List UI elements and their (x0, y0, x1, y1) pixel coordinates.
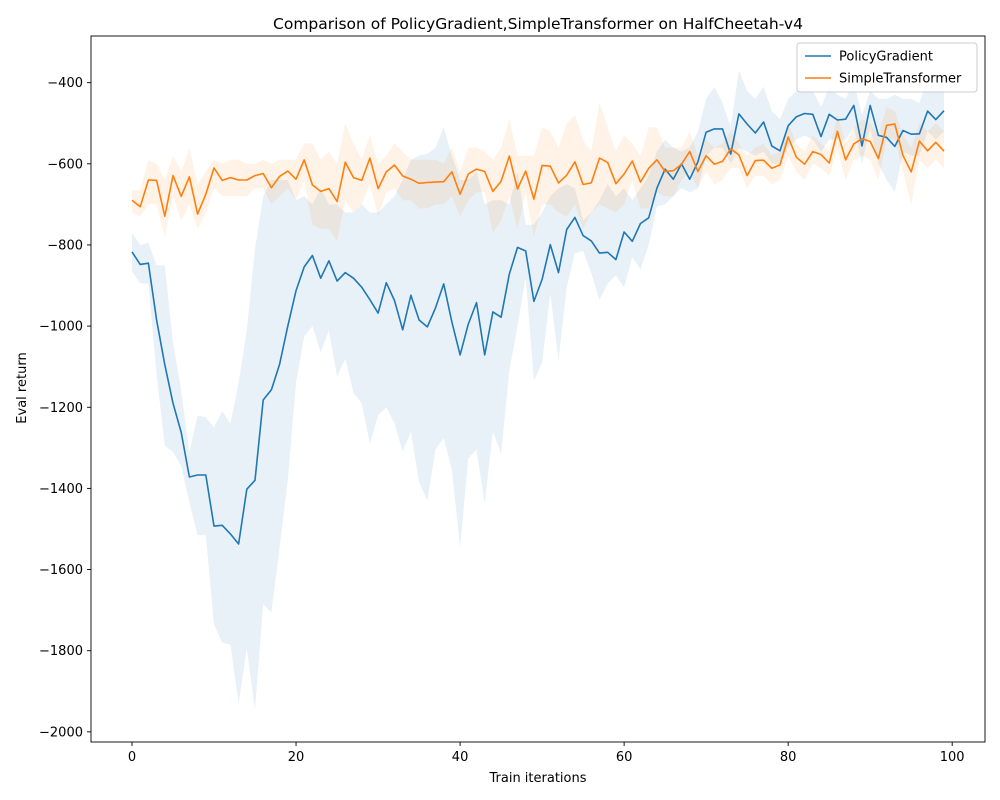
x-tick-label: 0 (128, 750, 136, 765)
axes: 0 20 40 60 80 100 −2000 −1800 −1600 −1400 −1200 −10… (39, 35, 986, 765)
x-axis-label: Train iterations (488, 771, 586, 786)
legend-label-0: PolicyGradient (839, 50, 933, 65)
y-tick-label: −1800 (39, 644, 83, 659)
confidence-bands (132, 70, 944, 710)
x-tick-label: 60 (616, 750, 633, 765)
x-tick-label: 100 (940, 750, 965, 765)
y-tick-label: −600 (47, 157, 83, 172)
y-axis-label: Eval return (15, 352, 30, 423)
chart-title: Comparison of PolicyGradient,SimpleTrans… (273, 15, 803, 33)
y-tick-label: −1600 (39, 563, 83, 578)
line-series-1 (131, 123, 945, 217)
plot-frame (90, 35, 986, 743)
band-series-1 (132, 102, 944, 241)
y-tick-label: −800 (47, 238, 83, 253)
y-tick-label: −1400 (39, 482, 83, 497)
band-series-0 (132, 70, 944, 710)
x-tick-label: 20 (288, 750, 305, 765)
y-tick-label: −400 (47, 76, 83, 91)
legend: PolicyGradient SimpleTransformer (796, 42, 978, 93)
legend-box (796, 42, 978, 93)
y-tick-label: −2000 (39, 725, 83, 740)
y-tick-label: −1000 (39, 320, 83, 335)
series-lines (131, 104, 945, 545)
x-tick-label: 80 (780, 750, 797, 765)
line-series-0 (131, 104, 945, 545)
legend-label-1: SimpleTransformer (839, 72, 962, 87)
x-tick-label: 40 (452, 750, 469, 765)
y-tick-label: −1200 (39, 401, 83, 416)
